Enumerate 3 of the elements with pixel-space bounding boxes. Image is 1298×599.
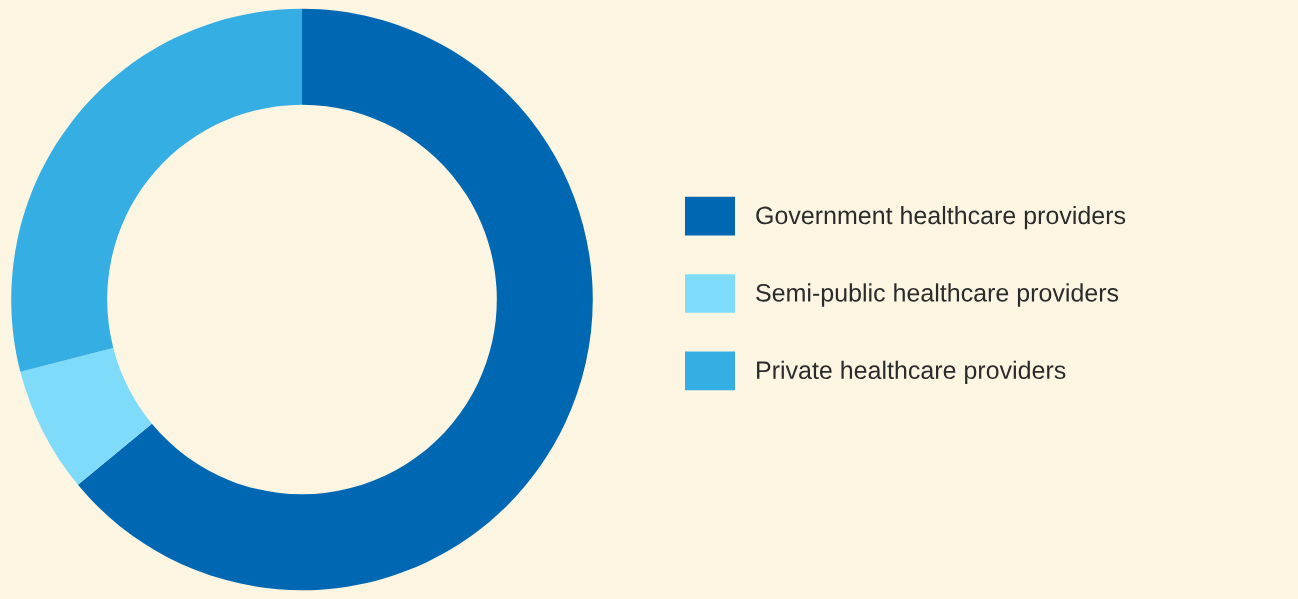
legend-label: Semi-public healthcare providers: [756, 283, 1119, 307]
legend-label: Government healthcare providers: [756, 205, 1126, 230]
legend-label: Private healthcare providers: [757, 360, 1066, 385]
